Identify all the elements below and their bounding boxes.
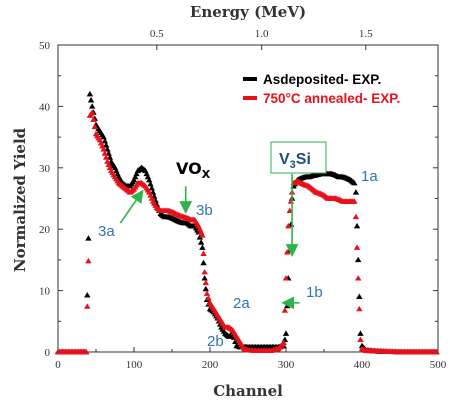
point-annealed	[205, 295, 212, 301]
legend-swatch-asdeposited	[243, 77, 257, 81]
point-asdeposited	[282, 330, 290, 336]
point-annealed	[203, 290, 211, 296]
point-asdeposited	[355, 256, 362, 263]
point-asdeposited	[89, 103, 96, 109]
point-annealed	[89, 109, 96, 115]
point-asdeposited	[85, 235, 92, 241]
annotation-3b: 3b	[196, 202, 213, 219]
annotation-1a: 1a	[361, 168, 378, 185]
point-annealed	[285, 222, 292, 229]
point-asdeposited	[146, 176, 153, 183]
point-asdeposited	[133, 170, 140, 177]
annotation-2a: 2a	[233, 295, 250, 312]
annotation-arrow	[119, 189, 144, 224]
point-asdeposited	[197, 239, 205, 245]
point-annealed	[355, 275, 362, 281]
annotation-v3si-post: Si	[296, 151, 311, 168]
y-tick-label: 20	[39, 224, 51, 236]
point-asdeposited	[281, 336, 289, 342]
data-points	[54, 90, 440, 355]
point-annealed	[102, 154, 110, 160]
point-annealed	[282, 275, 290, 281]
point-annealed	[433, 348, 440, 355]
point-asdeposited	[147, 180, 154, 187]
annotation-v3si-pre: V	[279, 151, 290, 168]
point-asdeposited	[356, 293, 363, 299]
point-annealed	[357, 336, 364, 342]
top-axis-title: Energy (MeV)	[190, 3, 306, 21]
annotation-arrows	[119, 173, 300, 310]
point-asdeposited	[148, 185, 155, 191]
annotation-vox-main: VO	[176, 159, 202, 178]
y-tick-label: 40	[39, 101, 51, 113]
x-axis-title: Channel	[213, 382, 283, 400]
axes: 0 100 200 300 400 500 0 10 20 30 40 50 0.5 1.0 1.5	[39, 28, 447, 371]
annotation-v3si: V3Si	[279, 151, 311, 171]
annotation-vox-sub: X	[202, 168, 211, 181]
y-tick-label: 30	[39, 163, 51, 175]
point-annealed	[353, 244, 361, 250]
annotation-3a: 3a	[98, 223, 115, 240]
point-annealed	[201, 268, 208, 275]
point-asdeposited	[353, 222, 361, 229]
y-axis-title: Normalized Yield	[11, 127, 29, 272]
point-annealed	[280, 339, 287, 346]
x-tick-label: 100	[126, 359, 143, 371]
point-asdeposited	[100, 133, 107, 140]
point-asdeposited	[87, 97, 95, 103]
point-asdeposited	[200, 259, 207, 266]
point-asdeposited	[101, 137, 109, 144]
point-annealed	[202, 279, 210, 286]
point-asdeposited	[202, 285, 210, 292]
point-annealed	[100, 146, 107, 152]
point-annealed	[101, 150, 109, 156]
point-asdeposited	[102, 142, 110, 148]
point-annealed	[356, 305, 363, 312]
point-annealed	[90, 116, 97, 122]
point-asdeposited	[352, 189, 360, 195]
x-tick-label: 0	[55, 359, 61, 371]
annotation-v3si-sub: 3	[290, 159, 296, 171]
point-annealed	[84, 303, 91, 309]
y-tick-label: 10	[39, 286, 51, 298]
point-annealed	[85, 257, 92, 264]
y-tick-label: 0	[45, 347, 51, 359]
legend-label-asdeposited: Asdeposited- EXP.	[263, 72, 381, 87]
point-asdeposited	[132, 173, 139, 180]
annotation-1b: 1b	[306, 284, 323, 301]
point-asdeposited	[357, 330, 364, 336]
top-tick-label: 1.0	[255, 28, 269, 40]
point-annealed	[91, 123, 98, 130]
annotation-2b: 2b	[207, 333, 224, 350]
x-tick-label: 200	[202, 359, 219, 371]
point-asdeposited	[351, 179, 358, 186]
point-asdeposited	[199, 244, 206, 250]
point-annealed	[352, 213, 360, 220]
y-tick-label: 50	[39, 40, 51, 52]
point-asdeposited	[201, 275, 208, 281]
legend-swatch-annealed	[243, 96, 257, 100]
top-tick-label: 1.5	[359, 28, 373, 40]
point-asdeposited	[84, 292, 91, 298]
annotation-vox: VOX	[176, 159, 211, 181]
legend: Asdeposited- EXP. 750°C annealed- EXP.	[243, 72, 400, 106]
point-asdeposited	[86, 90, 94, 97]
x-tick-label: 400	[354, 359, 371, 371]
point-annealed	[199, 232, 206, 238]
x-tick-label: 500	[430, 359, 447, 371]
x-tick-label: 300	[278, 359, 295, 371]
point-annealed	[281, 307, 289, 313]
top-tick-label: 0.5	[150, 28, 164, 40]
point-annealed	[351, 198, 358, 204]
v3si-label-box	[270, 141, 327, 174]
point-asdeposited	[130, 176, 138, 183]
point-annealed	[82, 348, 90, 355]
legend-label-annealed: 750°C annealed- EXP.	[263, 91, 400, 106]
point-annealed	[200, 250, 207, 256]
